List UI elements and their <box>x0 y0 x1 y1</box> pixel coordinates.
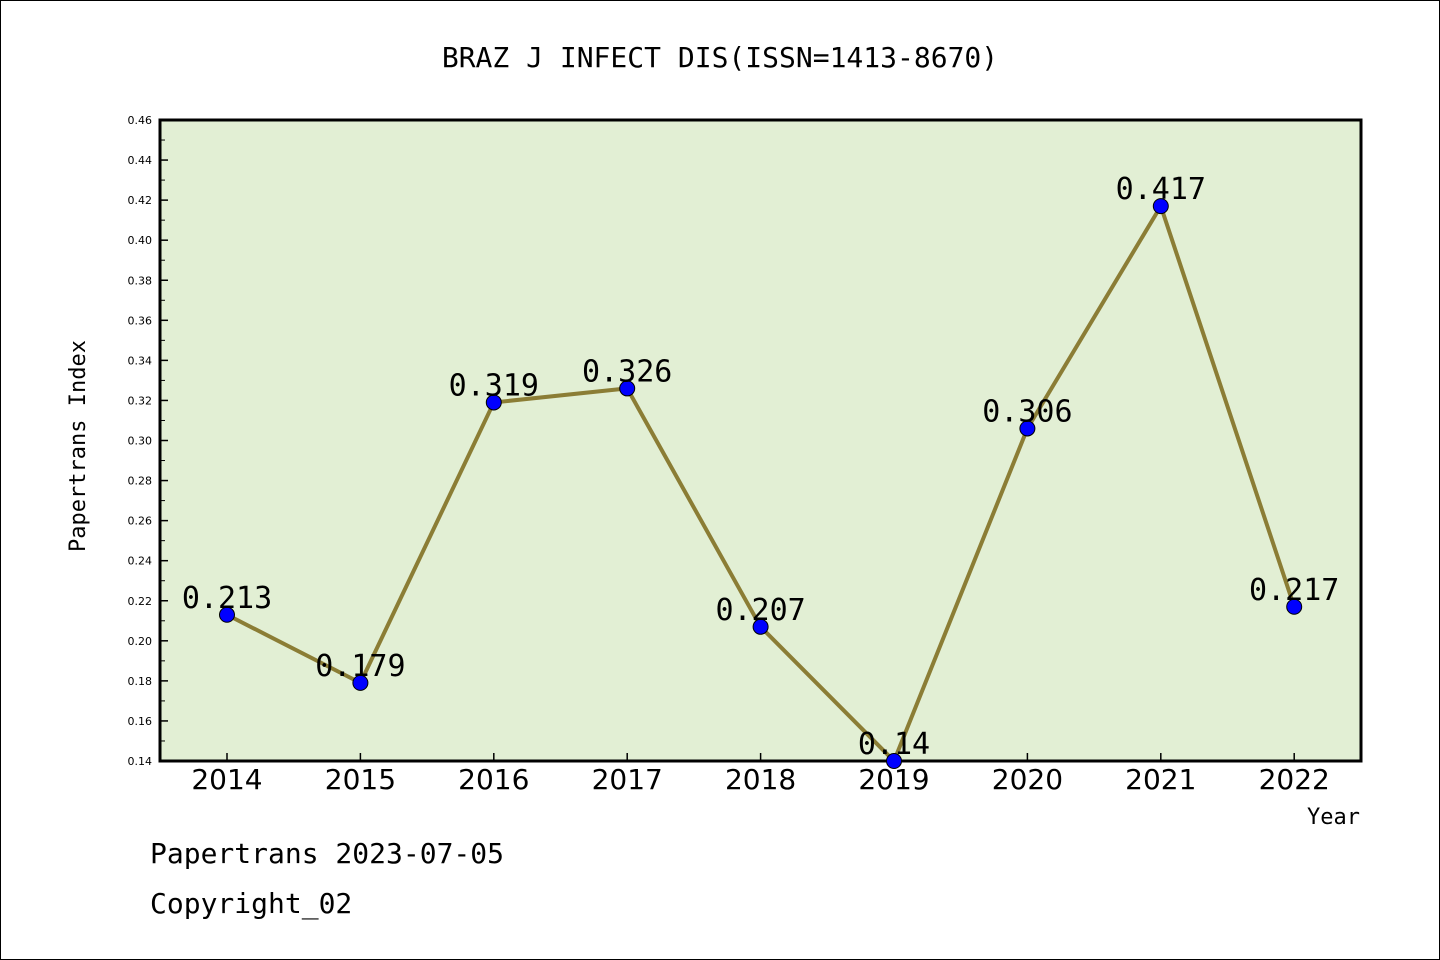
y-tick-label: 0.42 <box>128 194 153 207</box>
x-tick-label: 2022 <box>1259 763 1330 796</box>
y-tick-label: 0.44 <box>128 154 153 167</box>
data-point <box>1286 598 1303 615</box>
y-tick-label: 0.46 <box>128 114 153 127</box>
data-label: 0.326 <box>582 354 672 389</box>
series-markers <box>219 198 1303 769</box>
x-tick-label: 2018 <box>725 763 796 796</box>
y-tick-label: 0.28 <box>128 475 153 488</box>
y-tick-label: 0.18 <box>128 675 153 688</box>
y-axis-label: Papertrans Index <box>66 340 91 552</box>
x-axis-label: Year <box>1307 805 1360 830</box>
footer-copyright: Copyright_02 <box>150 887 352 921</box>
y-tick-label: 0.32 <box>128 394 153 407</box>
y-tick-label: 0.38 <box>128 274 153 287</box>
y-axis-ticks: 0.14 0.16 0.18 0.20 0.22 0.24 0.26 0.28 0.30 0.32… <box>128 114 168 768</box>
y-tick-label: 0.16 <box>128 715 153 728</box>
data-label: 0.217 <box>1249 573 1339 608</box>
y-tick-label: 0.14 <box>128 755 153 768</box>
y-tick-label: 0.24 <box>128 555 153 568</box>
data-point <box>886 753 902 769</box>
data-label: 0.213 <box>182 581 272 616</box>
data-point <box>752 618 769 635</box>
y-tick-label: 0.30 <box>128 435 153 448</box>
x-tick-label: 2021 <box>1125 763 1196 796</box>
chart-title: BRAZ J INFECT DIS(ISSN=1413-8670) <box>442 41 998 74</box>
footer-date: Papertrans 2023-07-05 <box>150 837 504 870</box>
x-tick-label: 2020 <box>992 763 1063 796</box>
plot-area <box>158 118 1363 763</box>
x-axis-ticks: 2014 2015 2016 2017 2018 2019 2020 2021 2022 <box>191 753 1330 796</box>
data-point <box>1019 420 1036 437</box>
x-tick-label: 2016 <box>458 763 529 796</box>
data-point <box>219 606 235 623</box>
y-tick-label: 0.34 <box>128 354 153 367</box>
data-point <box>1152 198 1169 215</box>
data-point <box>352 674 369 691</box>
y-tick-label: 0.26 <box>128 515 153 528</box>
y-tick-label: 0.36 <box>128 314 153 327</box>
y-tick-label: 0.22 <box>128 595 153 608</box>
data-point <box>485 394 502 411</box>
data-label: 0.207 <box>715 593 805 628</box>
data-label: 0.417 <box>1116 172 1206 207</box>
data-label: 0.14 <box>858 727 930 762</box>
data-point <box>619 380 636 397</box>
x-tick-label: 2017 <box>592 763 663 796</box>
data-label: 0.306 <box>982 394 1072 429</box>
x-tick-label: 2015 <box>325 763 396 796</box>
data-label: 0.179 <box>315 649 405 684</box>
data-labels: 0.213 0.179 0.319 0.326 0.207 0.14 0.306 0.417 0… <box>182 172 1340 762</box>
data-label: 0.319 <box>449 368 539 403</box>
y-tick-label: 0.40 <box>128 234 153 247</box>
x-tick-label: 2014 <box>191 763 262 796</box>
y-tick-label: 0.20 <box>128 635 153 648</box>
